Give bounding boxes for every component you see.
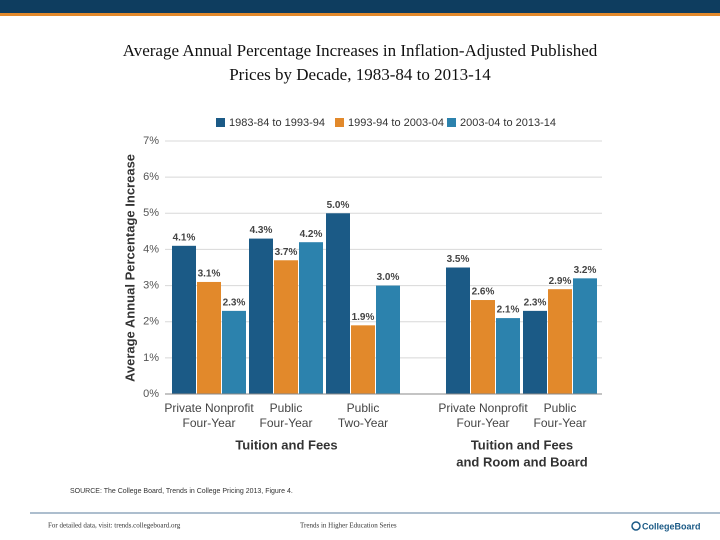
footer-logo: CollegeBoard [642, 521, 701, 531]
y-tick-label: 2% [143, 316, 159, 328]
x-tick-label: Two-Year [338, 416, 388, 430]
legend-swatch [447, 118, 456, 127]
bar [523, 310, 547, 394]
value-label: 4.1% [173, 232, 196, 243]
y-axis-label: Average Annual Percentage Increase [122, 154, 137, 382]
y-tick-label: 5% [143, 207, 159, 219]
footer-left: For detailed data, visit: trends.college… [48, 522, 181, 530]
bar [548, 289, 572, 394]
chart-title: Average Annual Percentage Increases in I… [123, 41, 598, 84]
bar [299, 242, 323, 394]
top-bar [0, 0, 720, 13]
x-tick-label: Private Nonprofit [438, 401, 528, 415]
value-label: 2.6% [472, 287, 495, 298]
value-label: 5.0% [327, 200, 350, 211]
x-tick-label: Four-Year [457, 416, 510, 430]
y-tick-label: 4% [143, 243, 159, 255]
bar [222, 310, 246, 394]
value-label: 2.1% [497, 305, 520, 316]
y-tick-label: 3% [143, 279, 159, 291]
group-label: Tuition and Fees [471, 437, 573, 452]
top-stripe [0, 13, 720, 16]
bar [471, 300, 495, 394]
x-tick-label: Public [347, 401, 380, 415]
bar [376, 285, 400, 394]
value-label: 2.9% [549, 276, 572, 287]
legend-label: 2003-04 to 2013-14 [460, 117, 556, 129]
legend-label: 1993-94 to 2003-04 [348, 117, 444, 129]
group-label: and Room and Board [456, 454, 588, 469]
bar [326, 213, 350, 394]
value-label: 3.0% [377, 272, 400, 283]
x-tick-label: Public [270, 401, 303, 415]
bar [496, 318, 520, 394]
x-tick-label: Four-Year [260, 416, 313, 430]
value-label: 3.1% [198, 269, 221, 280]
y-tick-label: 7% [143, 135, 159, 147]
value-label: 4.3% [250, 225, 273, 236]
legend-swatch [335, 118, 344, 127]
value-label: 2.3% [223, 298, 246, 309]
y-tick-label: 0% [143, 388, 159, 400]
legend-label: 1983-84 to 1993-94 [229, 117, 325, 129]
y-tick-label: 6% [143, 171, 159, 183]
bar [446, 267, 470, 394]
group-label: Tuition and Fees [235, 437, 337, 452]
y-tick-label: 1% [143, 352, 159, 364]
x-tick-label: Four-Year [183, 416, 236, 430]
bar [249, 238, 273, 394]
bar [573, 278, 597, 394]
value-label: 3.5% [447, 254, 470, 265]
bar [274, 260, 298, 394]
value-label: 4.2% [300, 229, 323, 240]
source: SOURCE: The College Board, Trends in Col… [70, 488, 293, 495]
x-tick-label: Four-Year [534, 416, 587, 430]
x-tick-label: Private Nonprofit [164, 401, 254, 415]
x-tick-label: Public [544, 401, 577, 415]
value-label: 3.2% [574, 265, 597, 276]
value-label: 2.3% [524, 298, 547, 309]
bar [172, 245, 196, 394]
legend-swatch [216, 118, 225, 127]
footer-center: Trends in Higher Education Series [300, 522, 397, 530]
bar [351, 325, 375, 394]
logo-mark [631, 521, 641, 531]
value-label: 3.7% [275, 247, 298, 258]
bar [197, 281, 221, 394]
value-label: 1.9% [352, 312, 375, 323]
